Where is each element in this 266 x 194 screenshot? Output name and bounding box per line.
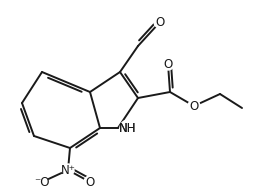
Text: NH: NH xyxy=(119,121,137,134)
Circle shape xyxy=(162,58,174,70)
Circle shape xyxy=(84,176,96,188)
Text: N⁺: N⁺ xyxy=(61,164,76,177)
Circle shape xyxy=(122,122,134,134)
Text: O: O xyxy=(163,57,173,70)
Text: ⁻O: ⁻O xyxy=(34,176,50,189)
Circle shape xyxy=(154,16,166,28)
Circle shape xyxy=(120,120,136,136)
Text: O: O xyxy=(189,100,199,113)
Text: O: O xyxy=(155,16,165,29)
Circle shape xyxy=(62,164,74,176)
Text: NH: NH xyxy=(119,121,137,134)
Circle shape xyxy=(188,100,200,112)
Circle shape xyxy=(36,176,48,188)
Text: O: O xyxy=(85,176,95,189)
